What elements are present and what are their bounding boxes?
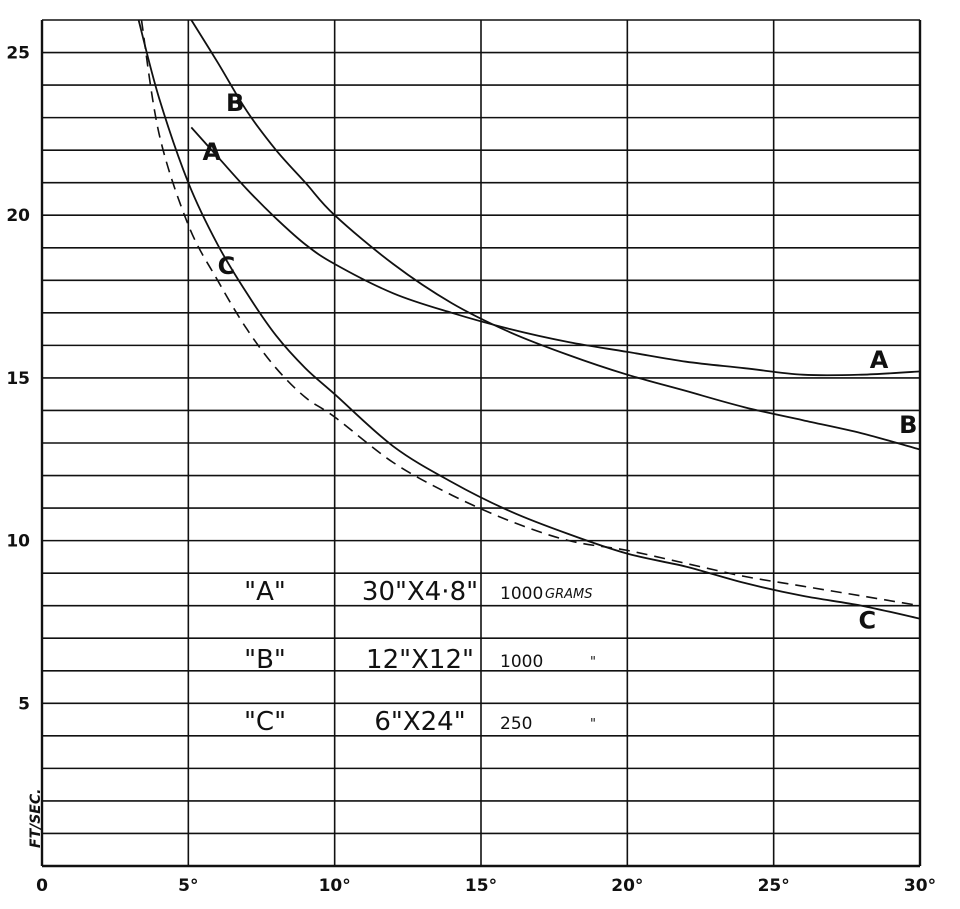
y-tick-label: 5 [18, 694, 30, 714]
curve-a [190, 126, 921, 377]
x-tick-label: 10° [319, 876, 351, 896]
y-tick-label: 15 [6, 369, 30, 389]
tick-labels: 0 5° 10° 15° 20° 25° 30° 5 10 15 20 25 [6, 44, 936, 896]
legend-weight: 250 [500, 714, 532, 734]
curve-dashed [140, 19, 921, 607]
x-tick-label: 25° [758, 876, 790, 896]
y-tick-label: 20 [6, 206, 30, 226]
y-tick-label: 25 [6, 44, 30, 64]
legend-size: 30"X4·8" [362, 577, 478, 607]
grid [40, 19, 922, 868]
curve-label: B [226, 89, 244, 117]
legend-row: "B" 12"X12" 1000 " [244, 645, 596, 675]
legend-weight: 1000 [500, 584, 543, 604]
legend-weight: 1000 [500, 652, 543, 672]
legend-key: "C" [244, 707, 286, 737]
curve-label: B [899, 411, 917, 439]
legend-unit: GRAMS [545, 587, 592, 602]
x-tick-label: 15° [465, 876, 497, 896]
x-tick-label: 0 [36, 876, 48, 896]
series [137, 19, 921, 620]
legend-row: "A" 30"X4·8" 1000 GRAMS [244, 577, 592, 607]
curve-c [137, 19, 921, 620]
legend: "A" 30"X4·8" 1000 GRAMS"B" 12"X12" 1000 ""C" 6"… [244, 577, 596, 737]
legend-key: "B" [244, 645, 286, 675]
curve-label: C [859, 606, 877, 634]
curve-label: A [870, 346, 889, 374]
y-axis-label: FT/SEC. [28, 789, 44, 848]
y-tick-label: 10 [6, 532, 30, 552]
x-tick-label: 20° [611, 876, 643, 896]
curve-b [190, 19, 921, 451]
legend-size: 6"X24" [374, 707, 465, 737]
legend-row: "C" 6"X24" 250 " [244, 707, 596, 737]
legend-key: "A" [244, 577, 286, 607]
curve-label: A [202, 138, 221, 166]
x-tick-label: 5° [178, 876, 198, 896]
legend-unit: " [590, 655, 596, 670]
legend-unit: " [590, 717, 596, 732]
curve-label: C [218, 252, 236, 280]
legend-size: 12"X12" [366, 645, 474, 675]
x-tick-label: 30° [904, 876, 936, 896]
